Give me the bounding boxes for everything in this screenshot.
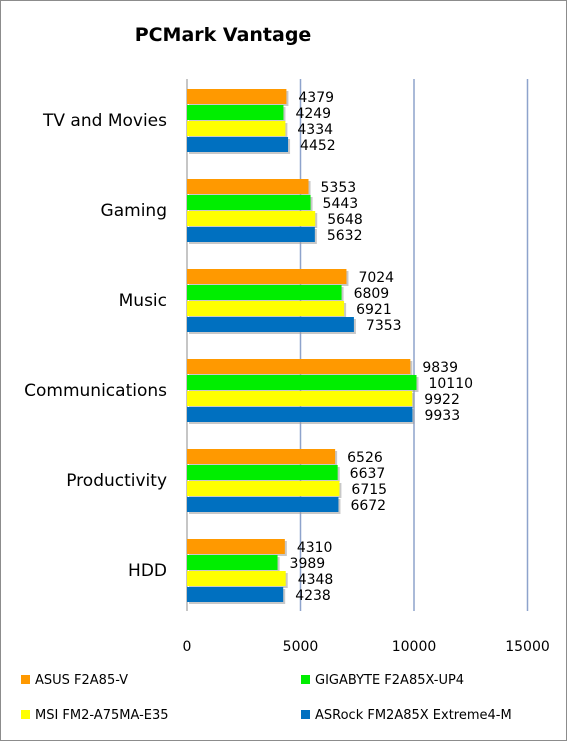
data-label: 4310 — [297, 540, 333, 556]
data-label: 6809 — [354, 286, 390, 302]
data-label: 3989 — [290, 556, 326, 572]
bar-communications-asrock-fm2a85x-extreme4-m — [187, 407, 413, 422]
data-label: 9922 — [424, 392, 460, 408]
x-tick-label: 15000 — [505, 639, 550, 655]
data-label: 5353 — [321, 180, 357, 196]
bar-gaming-gigabyte-f2a85x-up4 — [187, 195, 311, 210]
data-label: 10110 — [428, 376, 473, 392]
x-tick-label: 10000 — [392, 639, 437, 655]
category-label-productivity: Productivity — [66, 471, 167, 491]
data-label: 6921 — [356, 302, 392, 318]
legend-swatch — [21, 710, 30, 719]
data-label: 9839 — [422, 360, 458, 376]
legend-swatch — [301, 675, 310, 684]
bar-music-asrock-fm2a85x-extreme4-m — [187, 317, 354, 332]
bar-productivity-asus-f2a85-v — [187, 449, 336, 464]
bar-productivity-asrock-fm2a85x-extreme4-m — [187, 497, 339, 512]
bar-hdd-asus-f2a85-v — [187, 539, 285, 554]
x-tick-label: 0 — [183, 639, 192, 655]
legend-label-msi-fm2-a75ma-e35: MSI FM2-A75MA-E35 — [35, 708, 169, 723]
x-axis-tick-labels: 0 5000 10000 15000 — [183, 639, 550, 655]
data-label: 5648 — [327, 212, 363, 228]
chart-title: PCMark Vantage — [135, 24, 312, 46]
legend-swatch — [21, 675, 30, 684]
bar-productivity-msi-fm2-a75ma-e35 — [187, 481, 340, 496]
data-label: 4379 — [298, 90, 334, 106]
bar-productivity-gigabyte-f2a85x-up4 — [187, 465, 338, 480]
bar-hdd-msi-fm2-a75ma-e35 — [187, 571, 286, 586]
data-label: 4452 — [300, 138, 336, 154]
legend-label-asrock-fm2a85x-extreme4-m: ASRock FM2A85X Extreme4-M — [315, 708, 512, 723]
category-label-tv-and-movies: TV and Movies — [42, 111, 167, 131]
data-label: 9933 — [424, 408, 460, 424]
bar-tv-and-movies-asrock-fm2a85x-extreme4-m — [187, 137, 289, 152]
category-label-hdd: HDD — [128, 561, 167, 581]
bar-communications-gigabyte-f2a85x-up4 — [187, 375, 417, 390]
bar-tv-and-movies-asus-f2a85-v — [187, 89, 287, 104]
bar-communications-msi-fm2-a75ma-e35 — [187, 391, 413, 406]
legend-label-asus-f2a85-v: ASUS F2A85-V — [35, 673, 128, 688]
data-label: 6715 — [351, 482, 387, 498]
data-label: 6637 — [350, 466, 386, 482]
data-label: 6672 — [350, 498, 386, 514]
bar-music-asus-f2a85-v — [187, 269, 347, 284]
data-label: 7024 — [358, 270, 394, 286]
data-label: 7353 — [366, 318, 402, 334]
data-label: 6526 — [347, 450, 383, 466]
data-label: 4238 — [295, 588, 331, 604]
category-label-music: Music — [119, 291, 167, 311]
bars — [187, 89, 419, 604]
data-label: 4249 — [295, 106, 331, 122]
x-tick-label: 5000 — [283, 639, 319, 655]
bar-tv-and-movies-gigabyte-f2a85x-up4 — [187, 105, 284, 120]
bar-hdd-gigabyte-f2a85x-up4 — [187, 555, 278, 570]
category-label-gaming: Gaming — [101, 201, 167, 221]
bar-communications-asus-f2a85-v — [187, 359, 411, 374]
bar-music-msi-fm2-a75ma-e35 — [187, 301, 345, 316]
bar-gaming-asrock-fm2a85x-extreme4-m — [187, 227, 315, 242]
gridlines — [186, 79, 529, 611]
category-label-communications: Communications — [24, 381, 167, 401]
bar-gaming-msi-fm2-a75ma-e35 — [187, 211, 316, 226]
category-labels: TV and Movies Gaming Music Communications Pr… — [24, 111, 167, 581]
data-label: 4348 — [298, 572, 334, 588]
data-label: 5632 — [327, 228, 363, 244]
data-label: 5443 — [323, 196, 359, 212]
legend-label-gigabyte-f2a85x-up4: GIGABYTE F2A85X-UP4 — [315, 673, 464, 688]
bar-hdd-asrock-fm2a85x-extreme4-m — [187, 587, 284, 602]
legend-swatch — [301, 710, 310, 719]
bar-gaming-asus-f2a85-v — [187, 179, 309, 194]
bar-music-gigabyte-f2a85x-up4 — [187, 285, 342, 300]
bar-tv-and-movies-msi-fm2-a75ma-e35 — [187, 121, 286, 136]
legend: ASUS F2A85-V GIGABYTE F2A85X-UP4 MSI FM2-A… — [21, 673, 512, 723]
data-label: 4334 — [297, 122, 333, 138]
